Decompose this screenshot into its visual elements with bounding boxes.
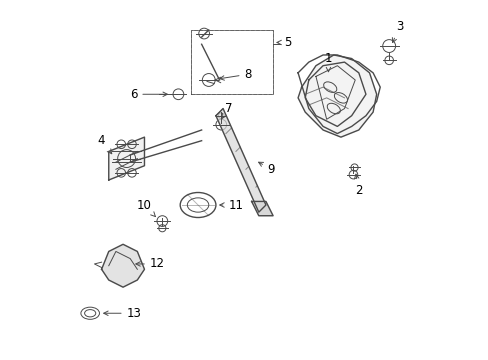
Polygon shape [298,55,376,137]
Polygon shape [108,137,144,180]
Text: 8: 8 [219,68,251,81]
Text: 1: 1 [324,52,331,72]
Text: 10: 10 [137,198,155,217]
Text: 11: 11 [219,198,243,212]
Polygon shape [251,202,272,216]
Text: 7: 7 [222,102,232,118]
Text: 6: 6 [130,88,167,101]
Text: 13: 13 [103,307,141,320]
Text: 12: 12 [136,257,164,270]
Text: 5: 5 [276,36,290,49]
Text: 9: 9 [258,162,275,176]
Text: 3: 3 [391,20,403,42]
Polygon shape [102,244,144,287]
Polygon shape [216,109,265,212]
Text: 2: 2 [354,174,362,197]
Text: 4: 4 [98,134,112,154]
